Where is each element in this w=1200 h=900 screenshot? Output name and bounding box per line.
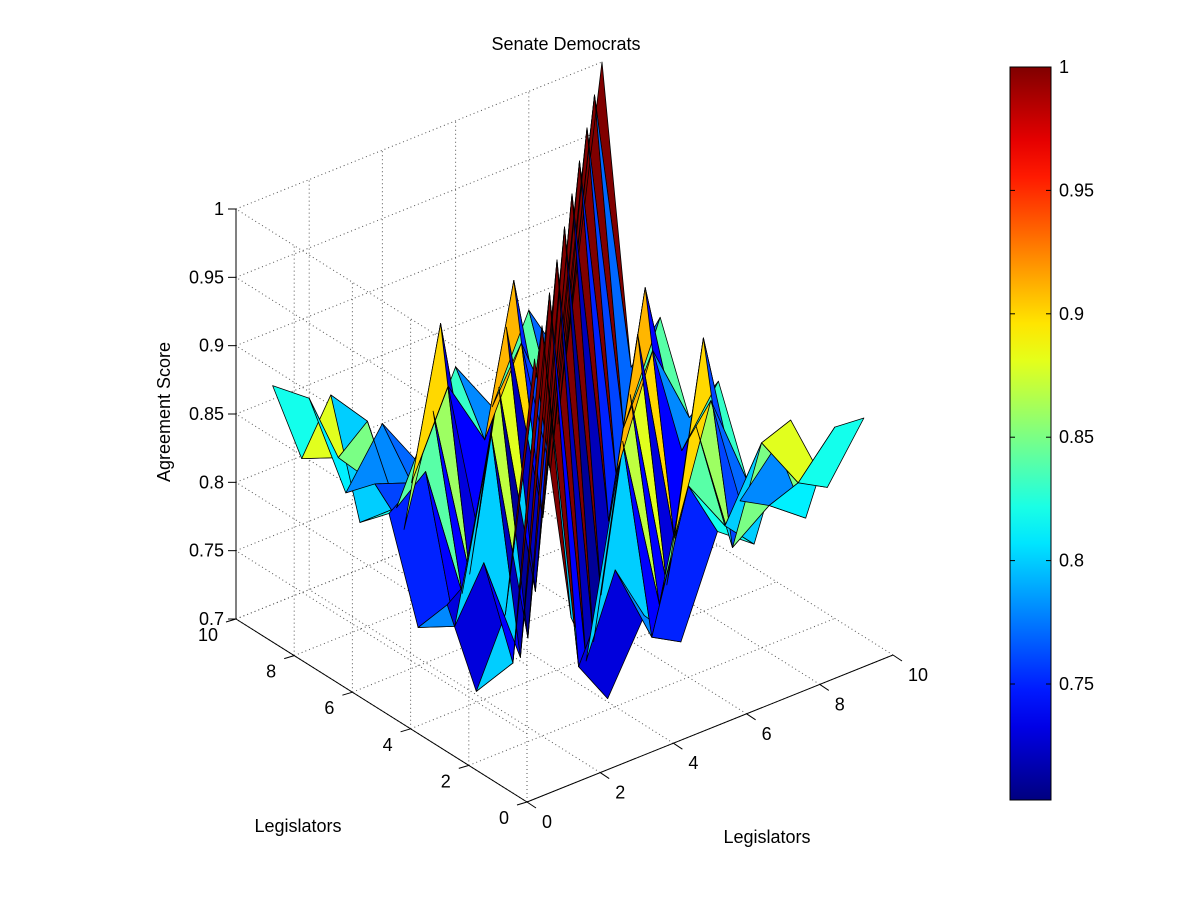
x-tick-mark (892, 654, 903, 662)
colorbar-tick-label: 0.9 (1059, 304, 1084, 324)
grid-line (468, 617, 835, 766)
grid-line (235, 266, 603, 415)
grid-line (235, 129, 603, 278)
x-tick-label: 8 (835, 694, 845, 714)
y-tick-mark (342, 691, 353, 696)
y-tick-mark (516, 801, 528, 806)
x-tick-mark (599, 772, 610, 780)
x-tick-label: 10 (908, 665, 928, 685)
x-tick-label: 6 (762, 724, 772, 744)
x-tick-mark (819, 683, 830, 691)
colorbar-tick-label: 0.75 (1059, 674, 1094, 694)
surface-layer (272, 61, 865, 699)
z-tick-label: 0.75 (189, 541, 224, 561)
z-tick-label: 0.7 (199, 609, 224, 629)
y-tick-mark (400, 728, 411, 733)
y-tick-mark (458, 764, 469, 769)
z-tick-label: 1 (214, 199, 224, 219)
z-tick-label: 0.9 (199, 336, 224, 356)
colorbar-tick-label: 0.8 (1059, 551, 1084, 571)
y-tick-mark (284, 655, 295, 660)
y-axis-label: Legislators (254, 816, 341, 836)
y-tick-label: 8 (266, 662, 276, 682)
x-tick-mark (673, 742, 683, 750)
x-axis-label: Legislators (723, 827, 810, 847)
colorbar-tick-label: 0.95 (1059, 180, 1094, 200)
colorbar: 0.75 0.8 0.85 0.9 0.95 1 (1009, 57, 1094, 801)
colorbar-tick-label: 1 (1059, 57, 1069, 77)
grid-line (235, 208, 528, 393)
chart-title: Senate Democrats (491, 34, 640, 54)
z-tick-label: 0.95 (189, 267, 224, 287)
z-tick-label: 0.8 (199, 472, 224, 492)
x-tick-mark (526, 801, 537, 809)
y-tick-label: 6 (324, 698, 334, 718)
x-tick-label: 2 (615, 783, 625, 803)
x-tick-label: 0 (542, 812, 552, 832)
x-tick-label: 4 (688, 753, 698, 773)
grid-line (235, 198, 603, 347)
y-axis-line (235, 618, 528, 803)
colorbar-gradient (1009, 66, 1052, 801)
grid-line (410, 581, 777, 730)
x-axis-line (526, 654, 894, 803)
y-tick-label: 0 (499, 808, 509, 828)
y-tick-label: 2 (441, 771, 451, 791)
y-tick-label: 4 (383, 735, 393, 755)
y-tick-label: 10 (198, 625, 218, 645)
colorbar-tick-label: 0.85 (1059, 427, 1094, 447)
grid-line (235, 61, 603, 210)
colorbar-ticks: 0.75 0.8 0.85 0.9 0.95 1 (1010, 57, 1094, 694)
z-tick-label: 0.85 (189, 404, 224, 424)
z-axis-label: Agreement Score (154, 342, 174, 482)
surface-patch (797, 417, 865, 488)
x-tick-mark (746, 713, 756, 721)
